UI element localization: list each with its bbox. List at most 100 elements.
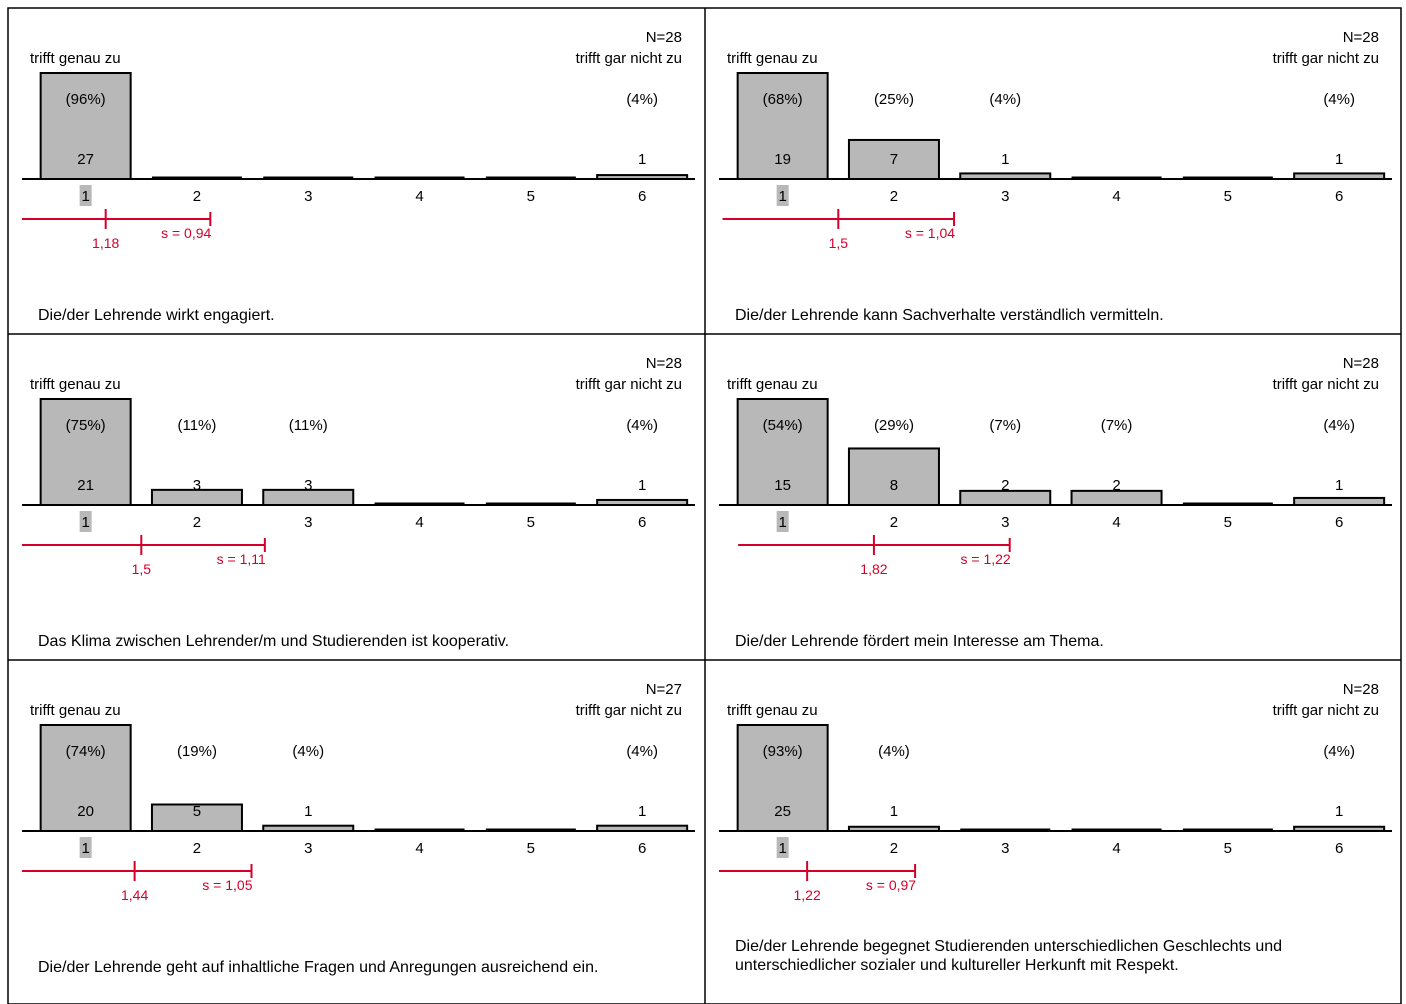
category-tick-label: 6 [638, 188, 646, 205]
percent-label: (96%) [66, 91, 106, 108]
category-tick-label: 3 [304, 514, 312, 531]
question-text: Die/der Lehrende begegnet Studierenden u… [735, 938, 1283, 974]
category-tick-label: 2 [193, 188, 201, 205]
percent-label: (4%) [1323, 91, 1355, 108]
category-tick-label: 4 [1112, 188, 1120, 205]
bar-chart: N=27 trifft genau zu trifft gar nicht zu 20… [22, 681, 695, 903]
percent-label: (75%) [66, 417, 106, 434]
category-tick-label: 6 [638, 514, 646, 531]
right-anchor-label: trifft gar nicht zu [576, 50, 682, 67]
category-tick-label: 6 [1335, 514, 1343, 531]
percent-label: (29%) [874, 417, 914, 434]
right-anchor-label: trifft gar nicht zu [1273, 50, 1379, 67]
count-label: 3 [304, 477, 312, 494]
right-anchor-label: trifft gar nicht zu [576, 702, 682, 719]
category-tick-label: 6 [1335, 840, 1343, 857]
n-label: N=28 [1343, 681, 1379, 698]
chart-panel: N=28 trifft genau zu trifft gar nicht zu 25… [705, 660, 1402, 986]
count-label: 3 [193, 477, 201, 494]
percent-label: (4%) [626, 743, 658, 760]
question-text: Die/der Lehrende geht auf inhaltliche Fr… [38, 959, 599, 976]
sd-label: s = 1,04 [905, 225, 955, 241]
percent-label: (7%) [989, 417, 1021, 434]
category-tick-label: 5 [527, 188, 535, 205]
category-tick-label: 1 [81, 188, 89, 205]
count-label: 1 [638, 477, 646, 494]
category-tick-label: 1 [778, 188, 786, 205]
sd-label: s = 1,05 [202, 877, 252, 893]
chart-panel: N=28 trifft genau zu trifft gar nicht zu 15… [705, 334, 1402, 660]
count-label: 19 [774, 151, 791, 168]
chart-panel: N=28 trifft genau zu trifft gar nicht zu 21… [8, 334, 705, 660]
count-label: 2 [1112, 477, 1120, 494]
sd-label: s = 0,94 [161, 225, 211, 241]
bar [1293, 496, 1386, 507]
percent-label: (68%) [763, 91, 803, 108]
chart-panel: N=27 trifft genau zu trifft gar nicht zu 20… [8, 660, 705, 986]
percent-label: (54%) [763, 417, 803, 434]
percent-label: (93%) [763, 743, 803, 760]
percent-label: (74%) [66, 743, 106, 760]
percent-label: (25%) [874, 91, 914, 108]
count-label: 7 [890, 151, 898, 168]
left-anchor-label: trifft genau zu [30, 702, 121, 719]
category-tick-label: 4 [1112, 840, 1120, 857]
category-tick-label: 5 [527, 514, 535, 531]
left-anchor-label: trifft genau zu [727, 376, 818, 393]
right-anchor-label: trifft gar nicht zu [1273, 702, 1379, 719]
left-anchor-label: trifft genau zu [30, 50, 121, 67]
category-tick-label: 6 [1335, 188, 1343, 205]
category-tick-label: 5 [1224, 188, 1232, 205]
category-tick-label: 3 [1001, 188, 1009, 205]
category-tick-label: 4 [415, 514, 423, 531]
count-label: 1 [1335, 477, 1343, 494]
count-label: 25 [774, 803, 791, 820]
count-label: 15 [774, 477, 791, 494]
category-tick-label: 6 [638, 840, 646, 857]
category-tick-label: 1 [81, 514, 89, 531]
count-label: 5 [193, 803, 201, 820]
category-tick-label: 4 [415, 840, 423, 857]
category-tick-label: 2 [890, 514, 898, 531]
mean-label: 1,22 [794, 887, 821, 903]
count-label: 1 [638, 803, 646, 820]
question-text: Die/der Lehrende fördert mein Interesse … [735, 633, 1104, 650]
category-tick-label: 3 [304, 840, 312, 857]
mean-label: 1,5 [829, 235, 849, 251]
count-label: 1 [1335, 803, 1343, 820]
category-tick-label: 3 [304, 188, 312, 205]
category-tick-label: 2 [890, 840, 898, 857]
sd-label: s = 1,11 [217, 551, 266, 567]
percent-label: (4%) [292, 743, 324, 760]
left-anchor-label: trifft genau zu [727, 702, 818, 719]
sd-label: s = 0,97 [866, 877, 916, 893]
category-tick-label: 5 [527, 840, 535, 857]
percent-label: (4%) [1323, 743, 1355, 760]
count-label: 1 [304, 803, 312, 820]
bar-chart: N=28 trifft genau zu trifft gar nicht zu 19… [719, 29, 1392, 251]
count-label: 1 [1335, 151, 1343, 168]
percent-label: (19%) [177, 743, 217, 760]
category-tick-label: 2 [193, 840, 201, 857]
category-tick-label: 5 [1224, 840, 1232, 857]
question-text: Das Klima zwischen Lehrender/m und Studi… [38, 633, 510, 650]
category-tick-label: 3 [1001, 514, 1009, 531]
category-tick-label: 1 [778, 840, 786, 857]
percent-label: (4%) [989, 91, 1021, 108]
n-label: N=27 [646, 681, 682, 698]
percent-label: (4%) [626, 417, 658, 434]
count-label: 2 [1001, 477, 1009, 494]
mean-label: 1,82 [860, 561, 887, 577]
percent-label: (11%) [289, 417, 328, 434]
category-tick-label: 1 [81, 840, 89, 857]
bar-chart: N=28 trifft genau zu trifft gar nicht zu 27… [22, 29, 695, 251]
category-tick-label: 2 [193, 514, 201, 531]
mean-label: 1,44 [121, 887, 148, 903]
percent-label: (7%) [1101, 417, 1133, 434]
category-tick-label: 4 [415, 188, 423, 205]
n-label: N=28 [1343, 29, 1379, 46]
mean-label: 1,18 [92, 235, 119, 251]
